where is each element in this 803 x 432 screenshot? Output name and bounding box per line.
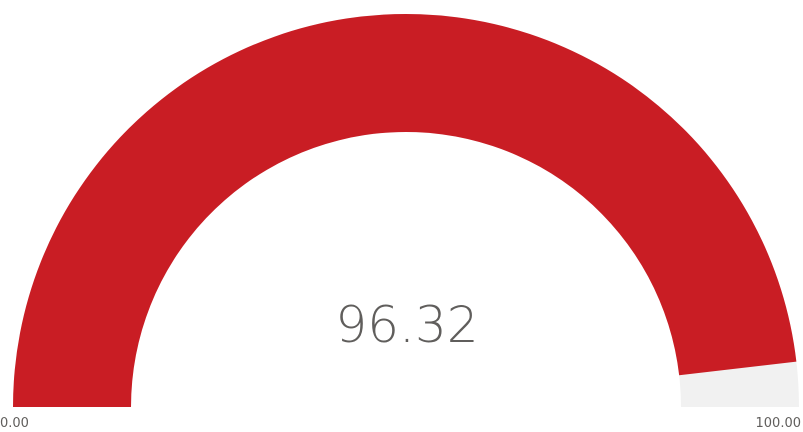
gauge-min-label: 0.00 (0, 416, 29, 431)
gauge-value-label: 96.32 (335, 296, 478, 354)
gauge-max-label: 100.00 (756, 416, 802, 431)
gauge-fill[interactable] (13, 14, 797, 408)
